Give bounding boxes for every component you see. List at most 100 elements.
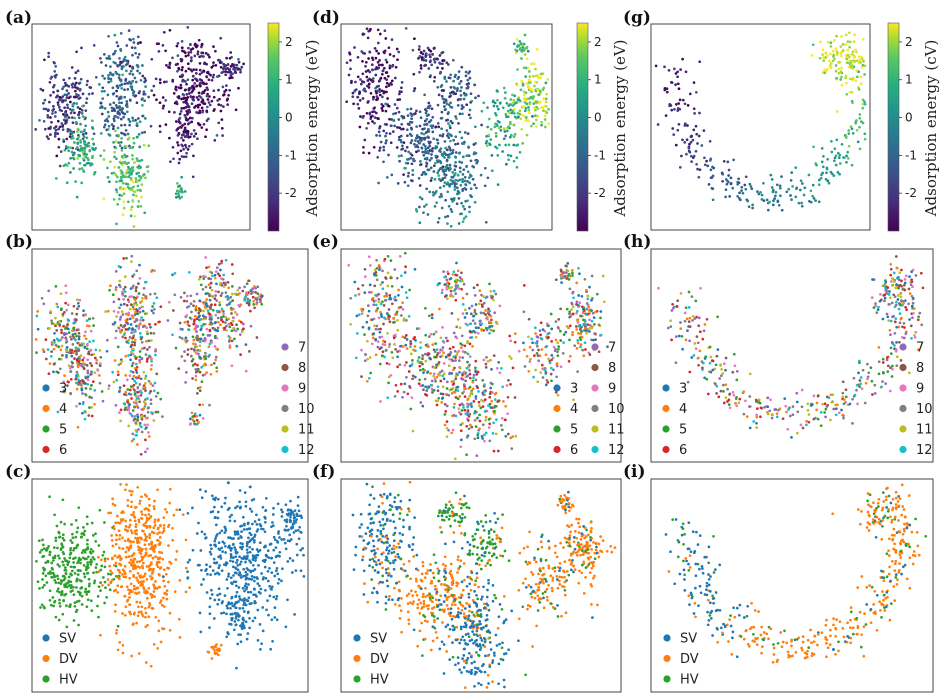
scatter-point bbox=[386, 331, 389, 335]
scatter-point bbox=[531, 341, 534, 345]
scatter-point bbox=[855, 119, 858, 122]
scatter-point bbox=[112, 380, 116, 384]
scatter-point bbox=[441, 67, 444, 70]
scatter-point bbox=[412, 337, 416, 341]
scatter-point bbox=[409, 352, 413, 356]
scatter-point bbox=[461, 350, 465, 353]
scatter-point bbox=[147, 431, 150, 434]
scatter-point bbox=[189, 302, 193, 306]
scatter-point bbox=[120, 67, 124, 71]
scatter-point bbox=[463, 93, 467, 97]
scatter-point bbox=[812, 197, 816, 200]
scatter-point bbox=[62, 380, 66, 384]
scatter-point bbox=[438, 195, 442, 199]
scatter-point bbox=[466, 180, 469, 183]
scatter-point bbox=[526, 66, 530, 70]
scatter-point bbox=[354, 88, 358, 91]
scatter-point bbox=[454, 142, 457, 146]
scatter-point bbox=[800, 201, 803, 205]
scatter-point bbox=[205, 82, 208, 86]
scatter-point bbox=[386, 284, 390, 288]
scatter-point bbox=[468, 306, 471, 310]
scatter-point bbox=[469, 330, 472, 334]
scatter-point bbox=[125, 105, 129, 109]
scatter-point bbox=[126, 88, 130, 91]
scatter-point bbox=[470, 405, 473, 408]
scatter-point bbox=[833, 147, 837, 151]
scatter-point bbox=[392, 112, 395, 116]
scatter-point bbox=[439, 179, 443, 183]
scatter-point bbox=[820, 160, 824, 164]
scatter-point bbox=[380, 335, 384, 339]
scatter-point bbox=[127, 118, 131, 121]
scatter-point bbox=[476, 283, 479, 287]
scatter-point bbox=[154, 395, 158, 398]
scatter-point bbox=[412, 112, 416, 116]
scatter-point bbox=[108, 288, 111, 292]
colorbar-tick-label: 1 bbox=[285, 73, 293, 87]
scatter-point bbox=[127, 29, 131, 32]
scatter-point bbox=[455, 261, 458, 265]
scatter-point bbox=[55, 154, 59, 158]
scatter-point bbox=[468, 363, 471, 367]
scatter-point bbox=[430, 176, 434, 180]
scatter-point bbox=[392, 336, 396, 340]
scatter-point bbox=[413, 142, 416, 146]
scatter-point bbox=[466, 170, 470, 174]
scatter-point bbox=[856, 140, 860, 144]
scatter-point bbox=[69, 348, 72, 352]
scatter-point bbox=[125, 81, 129, 85]
scatter-point bbox=[722, 159, 726, 163]
scatter-point bbox=[154, 353, 157, 357]
scatter-point bbox=[119, 324, 123, 327]
scatter-point bbox=[409, 120, 412, 124]
scatter-point bbox=[354, 356, 358, 360]
scatter-point bbox=[142, 407, 146, 410]
scatter-point bbox=[415, 144, 419, 147]
scatter-point bbox=[460, 334, 464, 338]
scatter-point bbox=[197, 91, 201, 95]
scatter-point bbox=[135, 135, 139, 139]
scatter-point bbox=[402, 317, 406, 321]
scatter-point bbox=[203, 362, 207, 366]
scatter-point bbox=[124, 312, 128, 316]
scatter-point bbox=[146, 447, 149, 451]
scatter-point bbox=[450, 380, 454, 383]
scatter-point bbox=[67, 364, 71, 368]
scatter-point bbox=[827, 181, 831, 185]
scatter-point bbox=[228, 88, 232, 92]
scatter-point bbox=[415, 109, 418, 113]
scatter-point bbox=[181, 133, 185, 137]
scatter-point bbox=[138, 323, 141, 326]
scatter-point bbox=[190, 411, 194, 415]
scatter-point bbox=[353, 89, 357, 93]
scatter-point bbox=[410, 139, 414, 142]
scatter-point bbox=[81, 402, 85, 406]
scatter-point bbox=[441, 62, 444, 66]
scatter-point bbox=[70, 354, 74, 358]
scatter-point bbox=[443, 176, 447, 180]
scatter-point bbox=[207, 283, 211, 287]
scatter-point bbox=[49, 354, 53, 358]
scatter-point bbox=[63, 106, 66, 110]
scatter-point bbox=[461, 173, 465, 176]
scatter-point bbox=[406, 184, 410, 188]
scatter-point bbox=[153, 269, 156, 273]
scatter-point bbox=[512, 135, 516, 138]
scatter-point bbox=[131, 286, 134, 289]
scatter-point bbox=[485, 356, 488, 359]
scatter-point bbox=[126, 61, 130, 64]
scatter-point bbox=[455, 325, 459, 329]
scatter-point bbox=[468, 355, 472, 358]
scatter-point bbox=[512, 143, 516, 147]
scatter-point bbox=[530, 89, 534, 92]
scatter-point bbox=[109, 77, 113, 81]
scatter-point bbox=[161, 96, 165, 99]
scatter-point bbox=[245, 293, 249, 297]
scatter-point bbox=[378, 32, 382, 36]
scatter-point bbox=[215, 299, 219, 302]
scatter-point bbox=[193, 106, 196, 109]
scatter-point bbox=[476, 370, 480, 374]
scatter-point bbox=[57, 98, 61, 102]
scatter-point bbox=[359, 82, 363, 86]
